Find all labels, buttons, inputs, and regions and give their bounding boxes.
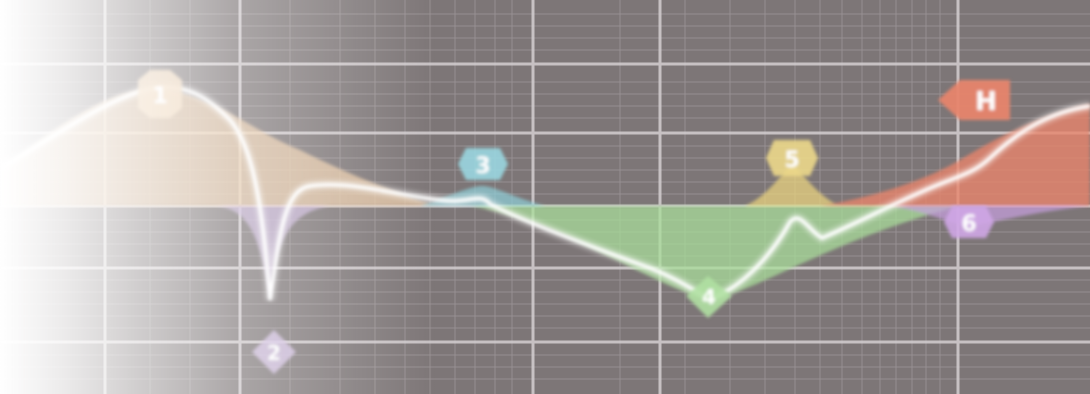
eq-graph[interactable]: 1 2 3 4 5 6 H: [0, 0, 1090, 394]
left-fade-overlay: [0, 0, 1090, 394]
eq-display[interactable]: 1 2 3 4 5 6 H: [0, 0, 1090, 394]
